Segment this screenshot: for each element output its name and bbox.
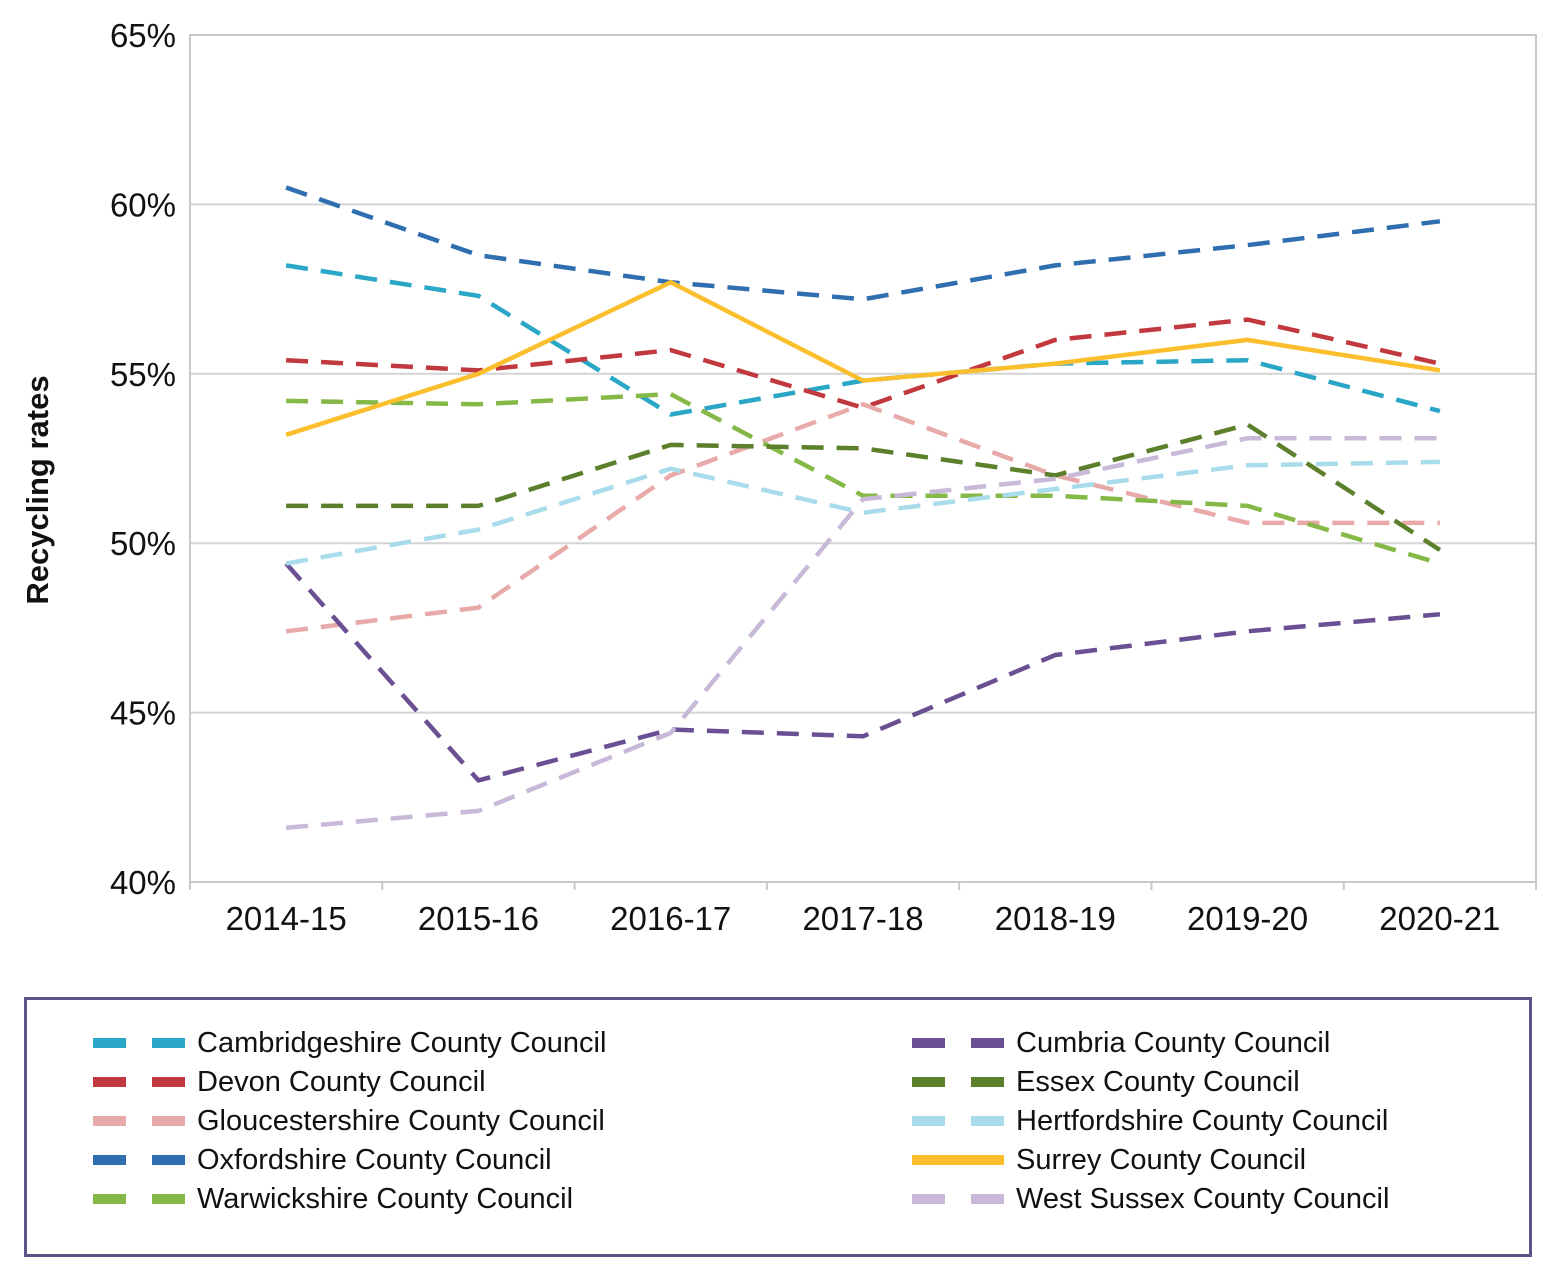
x-tick-label: 2018-19 [995, 900, 1116, 937]
legend-label: Cambridgeshire County Council [197, 1026, 607, 1059]
legend-label: Essex County Council [1016, 1065, 1300, 1098]
legend: Cambridgeshire County Council Devon Count… [24, 997, 1532, 1257]
legend-swatch [912, 1077, 1004, 1087]
y-tick-label: 65% [110, 17, 176, 54]
y-axis-title: Recycling rates [20, 375, 55, 604]
series-line-devon-county-council [285, 317, 1441, 410]
legend-swatch [93, 1194, 185, 1204]
series-line-west-sussex-county-council [285, 435, 1440, 831]
legend-swatch [93, 1077, 185, 1087]
x-tick-label: 2017-18 [802, 900, 923, 937]
legend-swatch [912, 1155, 1004, 1165]
y-tick-label: 60% [110, 186, 176, 223]
series-line-hertfordshire-county-council [285, 459, 1440, 566]
legend-item: Cumbria County Council [912, 1024, 1330, 1062]
legend-item: Gloucestershire County Council [93, 1102, 605, 1140]
legend-swatch [93, 1038, 185, 1048]
y-tick-label: 40% [110, 864, 176, 901]
x-axis-labels: 2014-15 2015-16 2016-17 2017-18 2018-19 2019-… [226, 900, 1501, 937]
series-line-warwickshire-county-council [286, 391, 1441, 566]
legend-swatch [912, 1116, 1004, 1126]
y-tick-label: 50% [110, 525, 176, 562]
legend-label: Warwickshire County Council [197, 1182, 574, 1215]
gridlines [190, 34, 1536, 883]
legend-swatch [912, 1194, 1004, 1204]
line-chart: 40% 45% 50% 55% 60% 65% 2014-15 2015-16 2016-17… [20, 17, 1537, 937]
legend-item: Surrey County Council [912, 1141, 1306, 1179]
series-line-essex-county-council [286, 422, 1442, 552]
legend-label: West Sussex County Council [1016, 1182, 1390, 1215]
x-tick-label: 2020-21 [1379, 900, 1500, 937]
legend-swatch [93, 1116, 185, 1126]
plot-frame [189, 34, 1537, 883]
x-tick-label: 2014-15 [226, 900, 347, 937]
y-tick-label: 55% [110, 356, 176, 393]
legend-item: Cambridgeshire County Council [93, 1024, 606, 1062]
x-axis-ticks [189, 882, 1537, 890]
legend-item: Devon County Council [93, 1063, 486, 1101]
legend-swatch [912, 1038, 1004, 1048]
legend-item: West Sussex County Council [912, 1180, 1389, 1218]
legend-item: Hertfordshire County Council [912, 1102, 1388, 1140]
legend-item: Oxfordshire County Council [93, 1141, 552, 1179]
legend-label: Devon County Council [197, 1065, 486, 1098]
legend-label: Surrey County Council [1016, 1143, 1307, 1176]
legend-item: Essex County Council [912, 1063, 1300, 1101]
x-tick-label: 2015-16 [418, 900, 539, 937]
series-line-surrey-county-council [285, 280, 1441, 437]
legend-swatch [93, 1155, 185, 1165]
legend-label: Cumbria County Council [1016, 1026, 1331, 1059]
legend-label: Hertfordshire County Council [1016, 1104, 1389, 1137]
x-tick-label: 2019-20 [1187, 900, 1308, 937]
y-axis-labels: 40% 45% 50% 55% 60% 65% [110, 17, 176, 901]
legend-item: Warwickshire County Council [93, 1180, 573, 1218]
legend-label: Oxfordshire County Council [197, 1143, 552, 1176]
series-line-cambridgeshire-county-council [285, 263, 1441, 417]
x-tick-label: 2016-17 [610, 900, 731, 937]
series-line-cumbria-county-council [284, 562, 1441, 783]
series-line-gloucestershire-county-council [285, 402, 1440, 634]
y-tick-label: 45% [110, 695, 176, 732]
series-lines [284, 185, 1442, 831]
legend-label: Gloucestershire County Council [197, 1104, 605, 1137]
